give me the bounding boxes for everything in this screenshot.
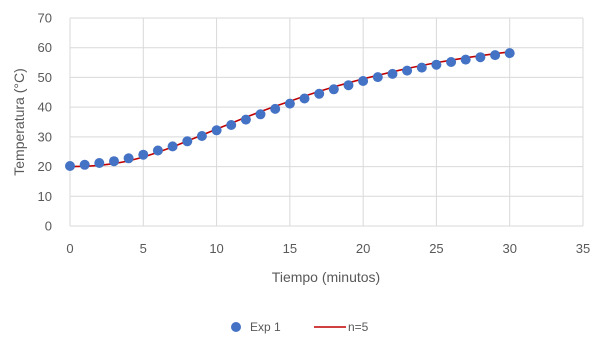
data-point-exp-1 — [196, 131, 207, 141]
x-axis-ticks: 0 5 10 15 20 25 30 35 — [66, 241, 590, 256]
x-axis-title: Tiempo (minutos) — [272, 269, 380, 285]
data-point-exp-1 — [490, 50, 501, 61]
data-point-exp-1 — [94, 158, 105, 168]
data-point-exp-1 — [328, 84, 339, 95]
data-point-exp-1 — [475, 52, 486, 63]
data-point-exp-1 — [372, 72, 383, 83]
data-point-exp-1 — [123, 153, 134, 164]
legend: Exp 1 n=5 — [231, 320, 369, 334]
data-point-exp-1 — [138, 149, 149, 160]
data-point-exp-1 — [79, 159, 90, 170]
y-tick-label: 20 — [38, 159, 52, 174]
data-point-exp-1 — [182, 136, 193, 147]
data-point-exp-1 — [240, 114, 251, 125]
y-tick-label: 0 — [45, 219, 52, 234]
data-point-exp-1 — [402, 65, 413, 76]
x-tick-label: 35 — [576, 241, 590, 256]
y-axis-ticks: 0 10 20 30 40 50 60 70 — [38, 11, 52, 234]
x-tick-label: 30 — [502, 241, 516, 256]
legend-label-exp-1: Exp 1 — [250, 320, 281, 334]
x-tick-label: 15 — [283, 241, 297, 256]
x-tick-label: 25 — [429, 241, 443, 256]
data-point-exp-1 — [167, 141, 178, 152]
data-point-exp-1 — [211, 125, 222, 136]
y-tick-label: 10 — [38, 189, 52, 204]
grid — [69, 17, 584, 227]
data-point-exp-1 — [343, 80, 354, 91]
x-tick-label: 5 — [140, 241, 147, 256]
data-point-exp-1 — [255, 109, 266, 120]
data-point-exp-1 — [504, 48, 515, 59]
data-point-exp-1 — [284, 98, 295, 109]
legend-marker-exp-1 — [231, 322, 241, 332]
data-point-exp-1 — [314, 88, 325, 99]
data-point-exp-1 — [358, 76, 369, 86]
data-point-exp-1 — [446, 57, 457, 67]
y-tick-label: 70 — [38, 11, 52, 26]
data-point-exp-1 — [226, 120, 237, 130]
x-tick-label: 10 — [209, 241, 223, 256]
data-point-exp-1 — [431, 59, 442, 70]
data-point-exp-1 — [152, 145, 163, 156]
series-points-layer — [65, 48, 515, 171]
data-point-exp-1 — [270, 103, 281, 114]
data-point-exp-1 — [387, 68, 398, 79]
y-tick-label: 30 — [38, 129, 52, 144]
y-tick-label: 60 — [38, 40, 52, 55]
data-point-exp-1 — [109, 156, 119, 167]
x-tick-label: 20 — [356, 241, 370, 256]
x-tick-label: 0 — [66, 241, 73, 256]
data-point-exp-1 — [460, 54, 471, 65]
data-point-exp-1 — [299, 93, 310, 104]
y-tick-label: 50 — [38, 70, 52, 85]
y-tick-label: 40 — [38, 100, 52, 115]
y-axis-title: Temperatura (°C) — [11, 68, 27, 176]
legend-label-n-5: n=5 — [348, 320, 369, 334]
data-point-exp-1 — [416, 62, 427, 73]
data-point-exp-1 — [65, 161, 75, 171]
